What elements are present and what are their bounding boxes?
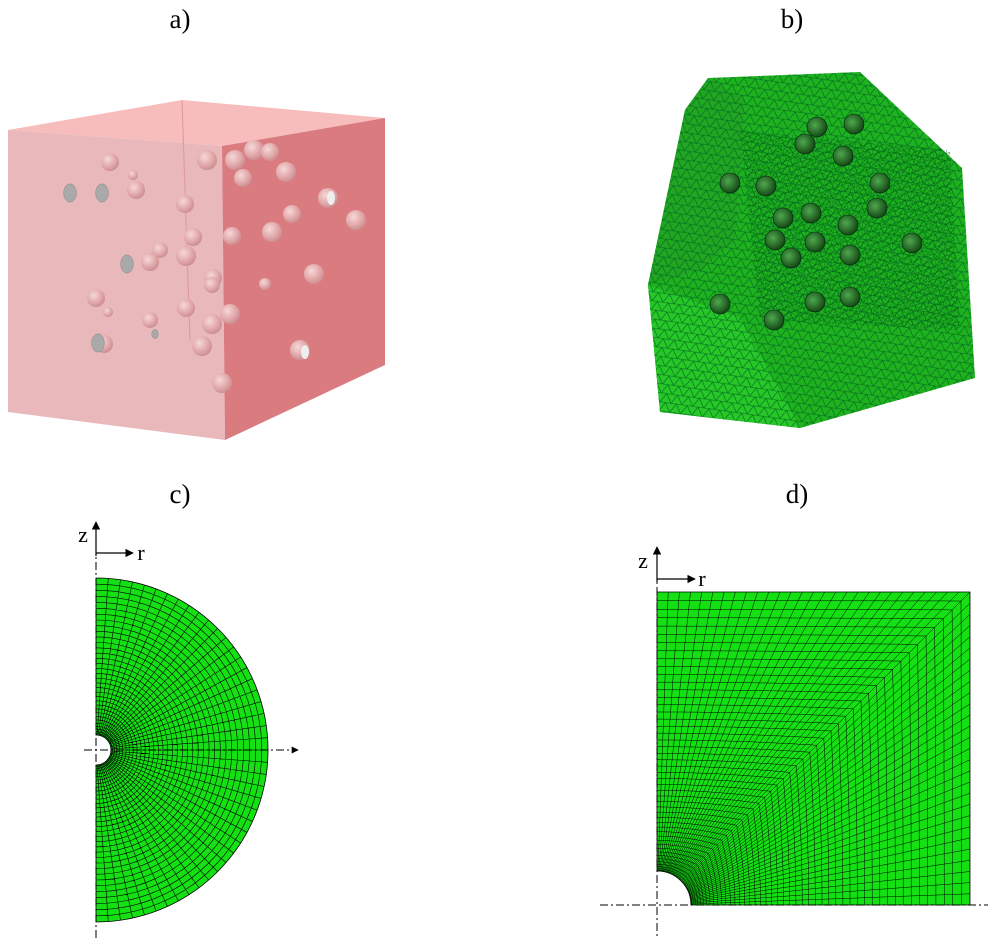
inclusion <box>184 228 202 246</box>
inclusion <box>223 227 241 245</box>
inclusion <box>805 232 825 252</box>
void <box>92 334 105 352</box>
inclusion <box>244 140 264 160</box>
inclusion <box>801 203 821 223</box>
void <box>121 255 134 273</box>
inclusion <box>176 246 196 266</box>
inclusion <box>756 176 776 196</box>
cube-face <box>222 118 385 440</box>
inclusion <box>220 304 240 324</box>
inclusion <box>902 233 922 253</box>
inclusion <box>259 278 271 290</box>
inclusion <box>192 336 212 356</box>
inclusion <box>346 210 366 230</box>
inclusion <box>234 169 252 187</box>
axis-label: z <box>638 548 648 573</box>
inclusion <box>765 230 785 250</box>
inclusion <box>710 294 730 314</box>
inclusion <box>225 150 245 170</box>
inclusion <box>805 292 825 312</box>
inclusion <box>176 195 194 213</box>
void <box>96 184 109 202</box>
inclusion <box>844 114 864 134</box>
inclusion <box>807 117 827 137</box>
inclusion <box>720 173 740 193</box>
inclusion <box>142 312 158 328</box>
figure: a) b) c) d) z r z r <box>0 0 992 938</box>
inclusion <box>781 248 801 268</box>
inclusion <box>283 205 301 223</box>
void <box>301 345 309 359</box>
inclusion <box>840 287 860 307</box>
inclusion <box>764 310 784 330</box>
axis-label: r <box>698 566 706 591</box>
inclusion <box>833 146 853 166</box>
cube-panel <box>8 100 385 440</box>
inclusion <box>197 150 217 170</box>
cube-face <box>8 130 225 440</box>
void <box>152 329 158 338</box>
inclusion <box>103 307 113 317</box>
axis-label: z <box>78 522 88 547</box>
inclusion <box>795 134 815 154</box>
inclusion <box>262 222 282 242</box>
inclusion <box>261 143 279 161</box>
inclusion <box>276 162 296 182</box>
inclusion <box>838 215 858 235</box>
panel-label: d) <box>786 479 809 509</box>
inclusion <box>177 299 195 317</box>
axis-label: r <box>137 540 145 565</box>
inclusion <box>870 173 890 193</box>
inclusion <box>773 208 793 228</box>
void <box>64 184 77 202</box>
inclusion <box>87 289 105 307</box>
inclusion <box>840 245 860 265</box>
inclusion <box>212 373 232 393</box>
inclusion <box>204 277 220 293</box>
void <box>327 191 335 205</box>
mesh-panel <box>648 72 975 428</box>
panel-label: b) <box>781 4 804 34</box>
panel-label: a) <box>170 4 191 34</box>
inclusion <box>141 253 159 271</box>
inclusion <box>867 198 887 218</box>
inclusion <box>128 170 138 180</box>
inclusion <box>202 314 222 334</box>
mesh-panel <box>657 592 970 905</box>
panel-label: c) <box>170 479 191 509</box>
inclusion <box>127 181 145 199</box>
inclusion <box>101 153 119 171</box>
inclusion <box>304 264 324 284</box>
